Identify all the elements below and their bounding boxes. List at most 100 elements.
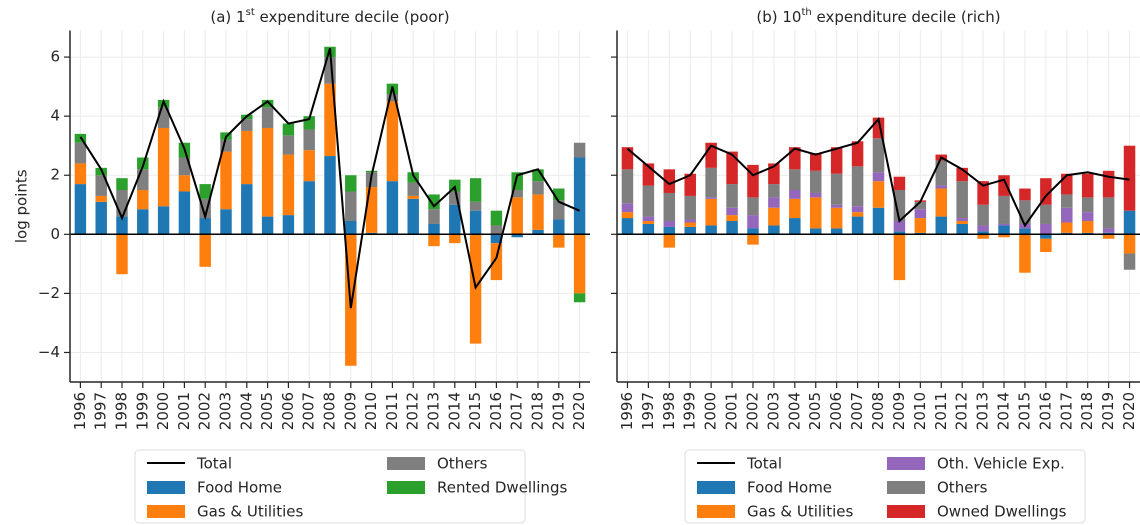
- bar-segment: [935, 188, 948, 217]
- bar-segment: [157, 127, 170, 207]
- bar-segment: [705, 167, 717, 198]
- total-line: [626, 116, 1130, 228]
- bar-segment: [95, 201, 107, 235]
- bar-segment: [303, 150, 315, 182]
- bar-segment: [74, 184, 87, 235]
- bar-segment: [511, 172, 523, 191]
- bar-segment: [407, 195, 419, 199]
- bar-segment: [1040, 238, 1052, 253]
- x-tick-label: 2015: [466, 392, 484, 430]
- bar-segment: [893, 176, 906, 191]
- bar-segment: [726, 215, 738, 222]
- bar-segment: [1102, 234, 1115, 239]
- bar-segment: [684, 173, 696, 196]
- bar-segment: [1019, 200, 1031, 224]
- bar-segment: [642, 163, 655, 186]
- bar-segment: [1123, 210, 1136, 235]
- bar-segment: [532, 194, 544, 230]
- bar-segment: [768, 197, 780, 208]
- bar-segment: [490, 234, 503, 244]
- x-tick-label: 2014: [995, 392, 1013, 430]
- y-axis-label: log points: [13, 169, 31, 243]
- legend-label: Rented Dwellings: [437, 479, 567, 497]
- bar-segment: [1102, 228, 1115, 233]
- bar-segment: [977, 231, 989, 235]
- bar-segment: [199, 218, 211, 235]
- bar-segment: [553, 188, 565, 201]
- legend-label: Food Home: [747, 479, 832, 497]
- title-part: st: [246, 7, 255, 18]
- bar-segment: [220, 139, 232, 152]
- bar-segment: [809, 197, 822, 229]
- bar-segment: [1019, 234, 1031, 273]
- bar-segment: [768, 225, 780, 235]
- bar-segment: [324, 156, 336, 235]
- x-tick-label: 2017: [1057, 392, 1075, 430]
- bar-segment: [642, 221, 655, 224]
- bar-segment: [1102, 170, 1115, 198]
- bar-segment: [768, 163, 780, 185]
- bar-segment: [747, 164, 759, 198]
- bar-segment: [747, 197, 759, 216]
- bar-segment: [872, 138, 885, 173]
- bar-segment: [178, 157, 191, 176]
- bar-segment: [428, 209, 440, 224]
- y-tick-label: −4: [38, 343, 60, 361]
- bar-segment: [407, 182, 419, 196]
- bar-segment: [303, 116, 315, 130]
- bar-segment: [1081, 173, 1094, 198]
- x-tick-label: 2009: [341, 392, 359, 430]
- bar-segment: [532, 181, 544, 195]
- bar-segment: [621, 218, 634, 235]
- total-line: [79, 47, 580, 309]
- bar-segment: [532, 229, 544, 235]
- bar-segment: [809, 228, 822, 235]
- bar-segment: [573, 293, 586, 303]
- bar-segment: [511, 234, 523, 238]
- bar-segment: [1061, 222, 1073, 233]
- bar-segment: [956, 167, 968, 182]
- bar-segment: [1081, 221, 1094, 233]
- bar-segment: [851, 206, 864, 213]
- legend-label: Food Home: [197, 479, 282, 497]
- bar-segment: [74, 142, 87, 164]
- x-tick-label: 2002: [196, 392, 214, 430]
- x-tick-label: 2001: [175, 392, 193, 430]
- bar-segment: [553, 219, 565, 235]
- bar-segment: [95, 175, 107, 196]
- bar-segment: [935, 216, 948, 235]
- x-tick-label: 1996: [71, 392, 89, 430]
- x-tick-label: 2018: [529, 392, 547, 430]
- bar-segment: [303, 181, 315, 235]
- bar-segment: [998, 225, 1010, 235]
- x-tick-label: 2008: [869, 392, 887, 430]
- x-tick-label: 2008: [321, 392, 339, 430]
- title-part: (b) 10: [756, 8, 801, 26]
- bar-segment: [684, 222, 696, 227]
- y-tick-label: 2: [50, 166, 60, 184]
- x-tick-label: 2013: [974, 392, 992, 430]
- bar-segment: [914, 218, 927, 233]
- bar-segment: [282, 135, 295, 155]
- bar-segment: [621, 212, 634, 219]
- bar-segment: [1061, 194, 1073, 208]
- bar-segment: [621, 169, 634, 204]
- x-tick-label: 2004: [237, 392, 255, 430]
- bar-segment: [449, 179, 461, 192]
- bar-segment: [956, 181, 968, 219]
- bar-segment: [1061, 207, 1073, 223]
- bar-segment: [303, 129, 315, 151]
- bar-segment: [345, 221, 357, 235]
- bar-segment: [809, 170, 822, 193]
- bar-segment: [956, 221, 968, 224]
- bar-segment: [469, 178, 482, 202]
- bar-segment: [768, 184, 780, 198]
- bar-segment: [282, 215, 295, 235]
- bar-segment: [705, 198, 717, 226]
- x-tick-label: 2019: [549, 392, 567, 430]
- legend-swatch: [387, 457, 425, 470]
- y-tick-label: 6: [50, 48, 60, 66]
- bar-segment: [428, 234, 440, 247]
- bar-segment: [935, 160, 948, 186]
- bar-segment: [220, 209, 232, 235]
